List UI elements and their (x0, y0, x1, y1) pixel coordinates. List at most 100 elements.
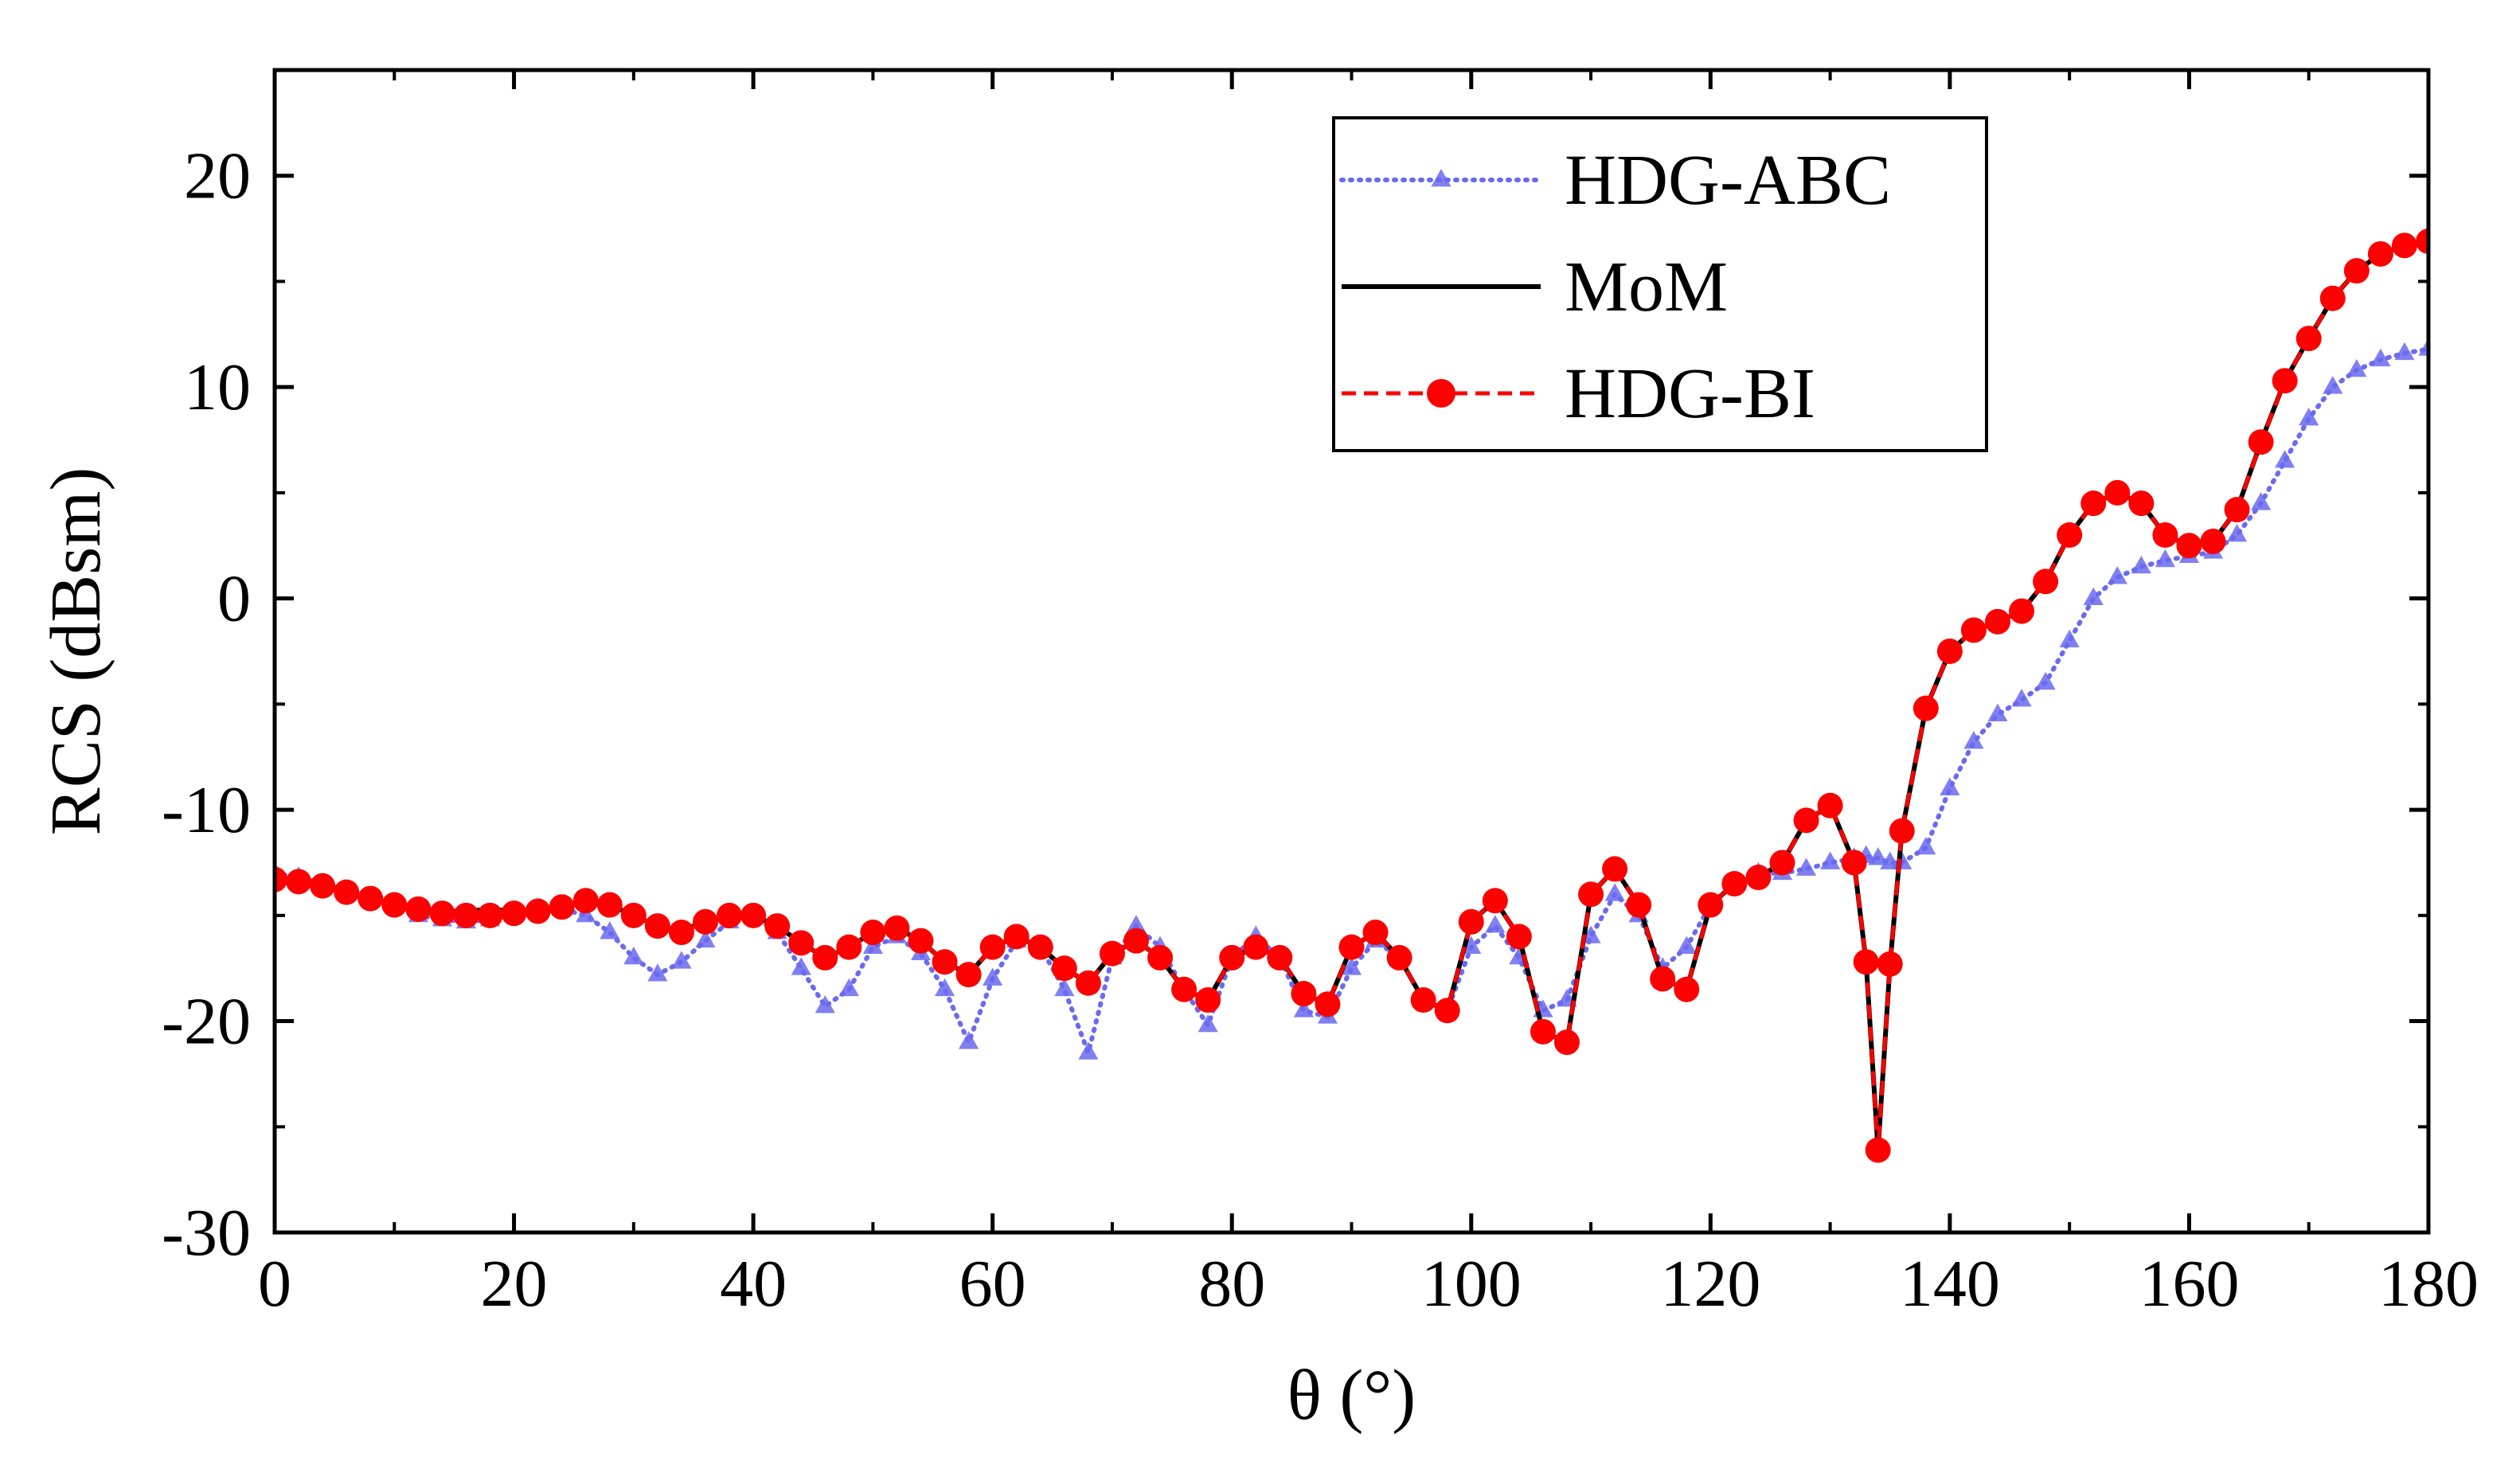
hdg-bi-marker (1554, 1029, 1580, 1056)
hdg-bi-marker (1853, 949, 1879, 975)
hdg-bi-marker (1745, 865, 1772, 891)
hdg-bi-marker (1243, 934, 1269, 960)
hdg-bi-marker (2367, 240, 2393, 267)
hdg-bi-marker (2200, 528, 2226, 554)
hdg-abc-marker (1963, 731, 1984, 749)
hdg-bi-marker (2080, 490, 2107, 517)
hdg-abc-marker (791, 957, 811, 975)
hdg-bi-marker (860, 920, 886, 946)
hdg-bi-marker (453, 902, 479, 928)
hdg-bi-marker (1458, 908, 1484, 935)
hdg-abc-marker (2323, 376, 2343, 394)
hdg-abc-marker (2083, 587, 2104, 606)
hdg-abc-marker (1485, 915, 1506, 933)
hdg-bi-marker (1315, 991, 1341, 1018)
legend-label: MoM (1565, 248, 1728, 326)
y-tick-label: -30 (162, 1196, 251, 1270)
y-tick-label: 0 (217, 562, 251, 636)
hdg-bi-marker (1123, 928, 1149, 954)
hdg-bi-marker (1075, 970, 1101, 996)
hdg-bi-marker (620, 902, 647, 928)
hdg-abc-marker (959, 1031, 979, 1049)
hdg-bi-marker (668, 920, 694, 946)
hdg-bi-marker (1578, 881, 1604, 908)
hdg-abc-marker (2059, 629, 2080, 648)
hdg-bi-marker (2104, 479, 2131, 506)
hdg-bi-marker (1147, 944, 1174, 971)
hdg-bi-marker (1698, 892, 1724, 918)
hdg-abc-marker (2011, 689, 2032, 707)
hdg-bi-marker (717, 902, 743, 928)
hdg-bi-marker (740, 902, 767, 928)
hdg-bi-marker (1027, 934, 1053, 960)
x-axis-label: θ (°) (1287, 1356, 1416, 1435)
x-tick-label: 80 (1198, 1247, 1265, 1321)
hdg-bi-marker (1291, 981, 1317, 1007)
hdg-abc-marker (2155, 549, 2175, 568)
legend-marker-hdg-abc (1431, 169, 1451, 187)
hdg-bi-marker (2152, 522, 2178, 548)
x-tick-label: 0 (258, 1247, 291, 1321)
hdg-abc-marker (2226, 524, 2248, 542)
hdg-bi-marker (979, 934, 1006, 960)
hdg-abc-marker (1820, 851, 1841, 869)
x-tick-label: 60 (959, 1247, 1026, 1321)
hdg-bi-marker (596, 892, 623, 918)
hdg-bi-marker (1626, 892, 1652, 918)
x-tick-label: 40 (720, 1247, 787, 1321)
hdg-bi-marker (501, 900, 527, 927)
hdg-bi-marker (525, 898, 551, 924)
hdg-bi-marker (275, 866, 287, 893)
hdg-bi-marker (2033, 568, 2059, 595)
hdg-bi-marker (1410, 987, 1436, 1013)
hdg-abc-marker (2394, 342, 2415, 361)
hdg-bi-marker (2128, 490, 2155, 517)
hdg-abc-marker (1940, 777, 1960, 795)
hdg-abc-marker (2107, 566, 2127, 584)
x-tick-label: 20 (481, 1247, 548, 1321)
hdg-bi-marker (1362, 920, 1389, 946)
hdg-bi-marker (1721, 871, 1748, 896)
x-tick-label: 140 (1900, 1247, 2000, 1321)
hdg-abc-marker (2131, 555, 2151, 574)
hdg-bi-marker (381, 892, 408, 918)
hdg-bi-marker (788, 930, 815, 956)
hdg-abc-marker (2299, 408, 2319, 426)
x-tick-label: 180 (2378, 1247, 2479, 1321)
hdg-abc-marker (600, 921, 620, 939)
hdg-bi-marker (2057, 522, 2083, 548)
hdg-bi-marker (2319, 285, 2346, 311)
hdg-abc-marker (1987, 703, 2008, 722)
hdg-bi-marker (932, 949, 958, 975)
legend-marker-hdg-bi (1427, 379, 1455, 408)
hdg-abc-marker (1676, 936, 1697, 955)
hdg-bi-marker (1602, 856, 1628, 882)
legend-label: HDG-ABC (1565, 141, 1891, 220)
hdg-abc-marker (815, 994, 835, 1014)
hdg-bi-marker (1841, 850, 1867, 876)
hdg-abc-marker (695, 929, 716, 948)
hdg-bi-marker (549, 894, 575, 920)
hdg-bi-marker (2248, 429, 2274, 455)
hdg-bi-marker (2009, 598, 2035, 624)
hdg-abc-marker (1126, 915, 1147, 933)
hdg-bi-marker (405, 896, 432, 922)
hdg-bi-marker (2416, 229, 2428, 255)
hdg-bi-marker (1650, 966, 1676, 992)
x-tick-label: 160 (2139, 1247, 2239, 1321)
hdg-bi-marker (286, 869, 312, 895)
hdg-abc-marker (2251, 492, 2272, 510)
hdg-bi-marker (1099, 940, 1125, 967)
hdg-bi-marker (334, 879, 360, 905)
hdg-bi-marker (2224, 497, 2250, 523)
hdg-bi-marker (2295, 326, 2322, 352)
hdg-abc-marker (623, 946, 644, 965)
hdg-abc-marker (1916, 836, 1936, 855)
hdg-bi-marker (1267, 944, 1293, 971)
hdg-abc-marker (2346, 358, 2367, 377)
hdg-abc-marker (1197, 1014, 1218, 1033)
y-tick-label: 20 (184, 139, 251, 213)
hdg-bi-marker (310, 873, 336, 899)
hdg-bi-marker (908, 928, 934, 954)
